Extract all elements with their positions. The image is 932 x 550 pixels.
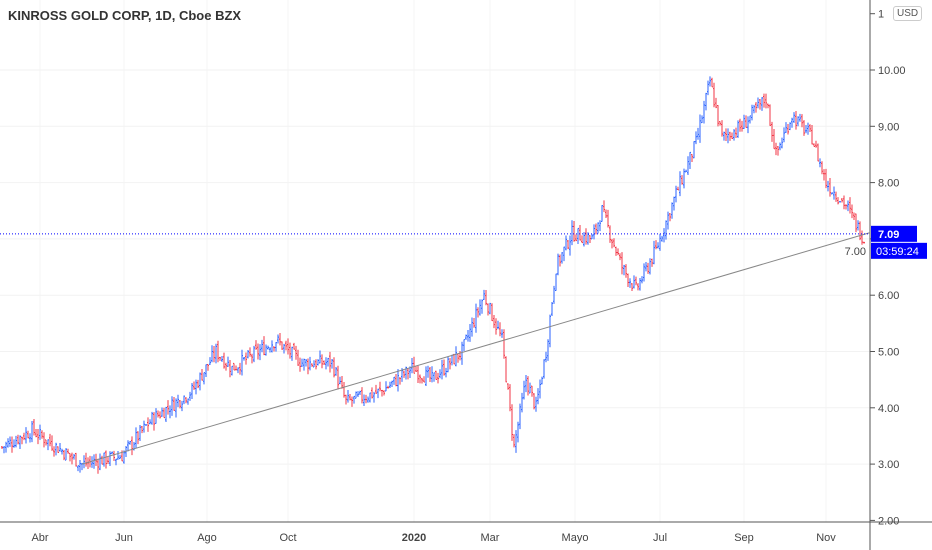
y-tick-label: 10.00	[878, 65, 906, 77]
x-tick-label: Sep	[734, 532, 754, 544]
y-tick-label: 4.00	[878, 403, 899, 415]
x-tick-label: Mayo	[562, 532, 589, 544]
countdown-label: 03:59:24	[876, 246, 919, 258]
x-tick-label: Mar	[481, 532, 500, 544]
y-tick-label: 9.00	[878, 121, 899, 133]
chart-title: KINROSS GOLD CORP, 1D, Cboe BZX	[8, 8, 242, 23]
x-tick-label: 2020	[402, 532, 426, 544]
countdown-badge	[871, 242, 927, 259]
last-price-badge	[871, 225, 917, 242]
y-tick-label: 5.00	[878, 347, 899, 359]
x-tick-label: Oct	[279, 532, 296, 544]
x-tick-label: Jun	[115, 532, 133, 544]
currency-button[interactable]: USD	[893, 6, 923, 21]
trendline	[81, 232, 871, 465]
y-tick-label: 6.00	[878, 290, 899, 302]
y-tick-label: 2.00	[878, 515, 899, 527]
last-price-label: 7.09	[878, 229, 899, 241]
y-tick-label: 7.00	[845, 246, 866, 258]
x-tick-label: Ago	[197, 532, 217, 544]
x-tick-label: Nov	[816, 532, 836, 544]
y-tick-label: 8.00	[878, 178, 899, 190]
y-tick-label: 1	[878, 9, 884, 21]
x-tick-label: Abr	[31, 532, 48, 544]
y-tick-label: 3.00	[878, 459, 899, 471]
x-tick-label: Jul	[653, 532, 667, 544]
